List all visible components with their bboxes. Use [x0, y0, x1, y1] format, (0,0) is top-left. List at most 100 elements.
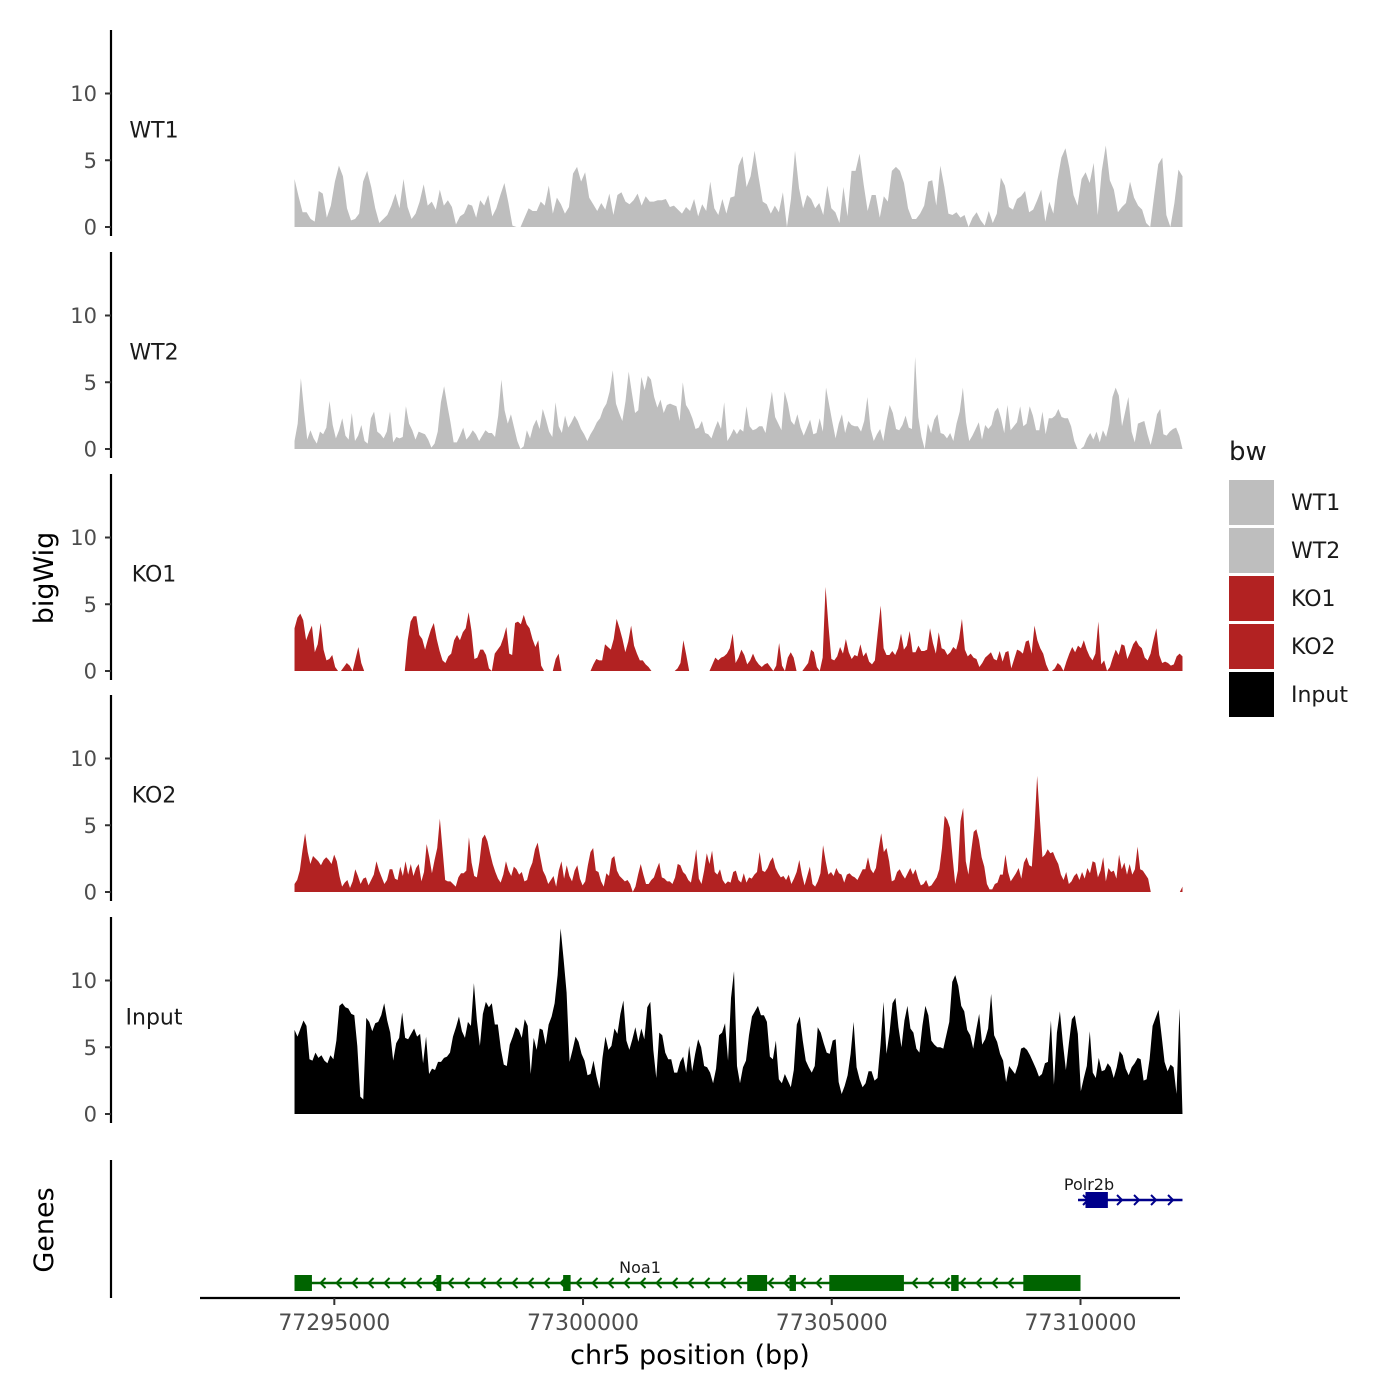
gene-exon — [1085, 1192, 1108, 1208]
legend-label-wt2: WT2 — [1291, 539, 1340, 564]
track-wt2: 0 5 10 WT2 — [70, 252, 1183, 462]
gene-exon — [951, 1275, 959, 1291]
y-tick-label: 0 — [84, 660, 97, 684]
legend: bw WT1 WT2 KO1 KO2 Input — [1229, 437, 1348, 717]
legend-key-wt1 — [1229, 480, 1274, 525]
strand-arrow — [959, 1277, 967, 1289]
strand-arrow — [399, 1277, 407, 1289]
strand-arrow — [1116, 1194, 1124, 1206]
y-tick-label: 10 — [70, 304, 97, 328]
y-tick-label: 0 — [84, 1103, 97, 1127]
strand-arrow — [527, 1277, 535, 1289]
track-ko2: 0 5 10 KO2 — [70, 695, 1183, 905]
strand-arrow — [719, 1277, 727, 1289]
strand-arrow — [1133, 1194, 1141, 1206]
y-tick-label: 0 — [84, 216, 97, 240]
strand-arrow — [671, 1277, 679, 1289]
strand-arrow — [431, 1277, 439, 1289]
track-label-ko2: KO2 — [132, 784, 177, 809]
strand-arrow — [1150, 1194, 1158, 1206]
strand-arrow — [351, 1277, 359, 1289]
gene-polr2b: Polr2b — [1064, 1175, 1183, 1208]
y-tick-label: 5 — [84, 593, 97, 617]
strand-arrow — [799, 1277, 807, 1289]
coverage-area-wt1 — [294, 145, 1183, 227]
legend-label-ko2: KO2 — [1291, 635, 1336, 660]
strand-arrow — [687, 1277, 695, 1289]
strand-arrow — [1007, 1277, 1015, 1289]
y-tick-label: 10 — [70, 526, 97, 550]
strand-arrow — [735, 1277, 743, 1289]
gene-noa1: Noa1 — [294, 1258, 1081, 1291]
strand-arrow — [575, 1277, 583, 1289]
track-input: 0 5 10 Input — [70, 917, 1183, 1127]
coverage-area-ko2 — [294, 775, 1183, 892]
strand-arrow — [911, 1277, 919, 1289]
gene-exon — [747, 1275, 768, 1291]
strand-arrow — [463, 1277, 471, 1289]
strand-arrow — [703, 1277, 711, 1289]
strand-arrow — [543, 1277, 551, 1289]
gene-exon — [563, 1275, 571, 1291]
strand-arrow — [511, 1277, 519, 1289]
strand-arrow — [783, 1277, 791, 1289]
track-wt1: 0 5 10 WT1 — [70, 30, 1183, 240]
y-axis-title: bigWig — [29, 532, 60, 625]
x-tick-label: 77295000 — [278, 1311, 390, 1336]
x-axis-title: chr5 position (bp) — [570, 1340, 810, 1371]
legend-label-wt1: WT1 — [1291, 491, 1340, 516]
x-tick-label: 77310000 — [1025, 1311, 1137, 1336]
y-tick-label: 5 — [84, 149, 97, 173]
y-tick-label: 5 — [84, 371, 97, 395]
strand-arrow — [335, 1277, 343, 1289]
strand-arrow — [495, 1277, 503, 1289]
gene-exon — [294, 1275, 312, 1291]
gene-exon — [829, 1275, 904, 1291]
y-tick-label: 10 — [70, 747, 97, 771]
strand-arrow — [943, 1277, 951, 1289]
track-ko1: 0 5 10 KO1 — [70, 474, 1183, 684]
strand-arrow — [591, 1277, 599, 1289]
strand-arrow — [815, 1277, 823, 1289]
legend-key-input — [1229, 672, 1274, 717]
coverage-area-wt2 — [294, 356, 1183, 449]
legend-title: bw — [1229, 437, 1267, 467]
coverage-area-ko1 — [294, 586, 1183, 671]
legend-key-wt2 — [1229, 528, 1274, 573]
strand-arrow — [447, 1277, 455, 1289]
strand-arrow — [607, 1277, 615, 1289]
coverage-area-input — [294, 928, 1183, 1114]
gene-label-polr2b: Polr2b — [1064, 1175, 1114, 1194]
bigwig-tracks: 0 5 10 WT1 0 5 10 WT2 0 5 10 KO1 0 5 10 KO2 0 5 10 Input — [70, 30, 1183, 1127]
y-tick-label: 5 — [84, 814, 97, 838]
gene-exon — [789, 1275, 796, 1291]
legend-key-ko1 — [1229, 576, 1274, 621]
y-tick-label: 5 — [84, 1036, 97, 1060]
x-tick-label: 77300000 — [527, 1311, 639, 1336]
y-tick-label: 10 — [70, 969, 97, 993]
track-label-wt2: WT2 — [129, 341, 178, 366]
track-label-ko1: KO1 — [132, 563, 177, 588]
strand-arrow — [655, 1277, 663, 1289]
gene-exon — [436, 1275, 442, 1291]
strand-arrow — [479, 1277, 487, 1289]
track-label-input: Input — [126, 1006, 183, 1031]
strand-arrow — [639, 1277, 647, 1289]
x-tick-label: 77305000 — [776, 1311, 888, 1336]
gene-track: Noa1 Polr2b — [109, 1160, 1183, 1298]
strand-arrow — [319, 1277, 327, 1289]
y-tick-label: 0 — [84, 881, 97, 905]
gene-label-noa1: Noa1 — [619, 1258, 661, 1277]
strand-arrow — [367, 1277, 375, 1289]
strand-arrow — [975, 1277, 983, 1289]
genes-axis-title: Genes — [29, 1187, 60, 1272]
strand-arrow — [991, 1277, 999, 1289]
y-tick-label: 0 — [84, 438, 97, 462]
strand-arrow — [1167, 1194, 1175, 1206]
y-tick-label: 10 — [70, 82, 97, 106]
strand-arrow — [927, 1277, 935, 1289]
strand-arrow — [767, 1277, 775, 1289]
legend-label-input: Input — [1291, 683, 1348, 708]
strand-arrow — [415, 1277, 423, 1289]
